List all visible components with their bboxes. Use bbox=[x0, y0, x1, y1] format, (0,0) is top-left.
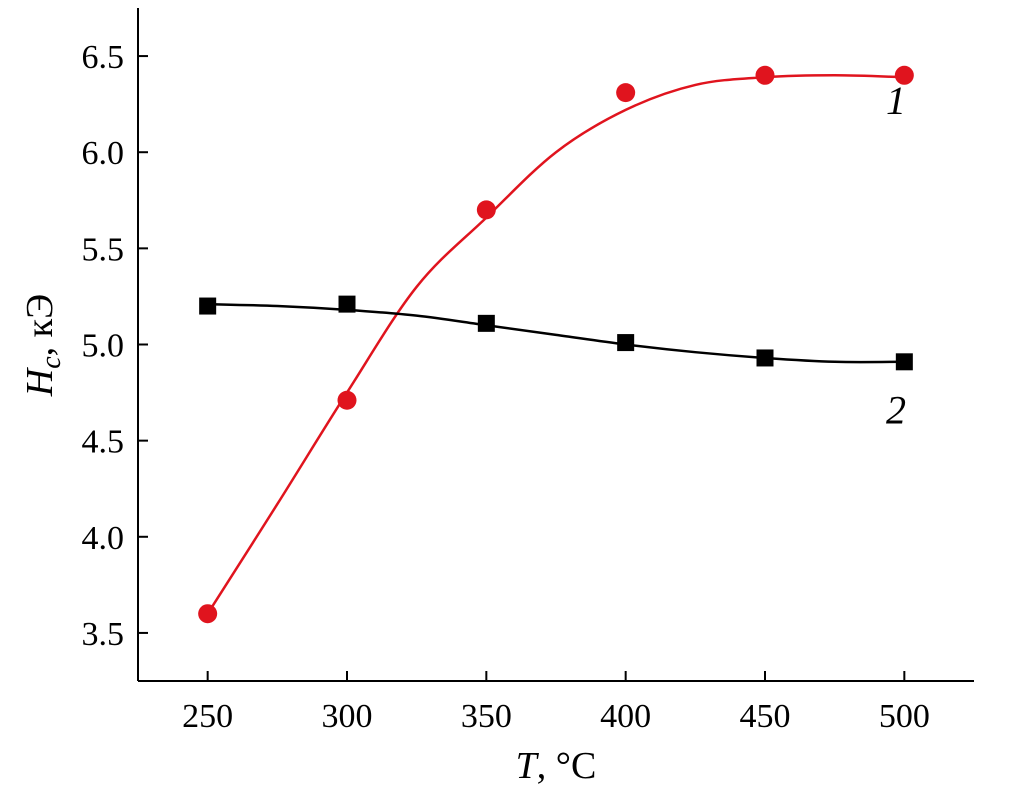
y-tick-label: 6.0 bbox=[82, 135, 125, 172]
series-1-point bbox=[894, 65, 914, 85]
series-1-label: 1 bbox=[886, 78, 906, 123]
series-2-point bbox=[756, 349, 774, 367]
tick-labels: 250 300 350 400 450 500 3.5 4.0 4.5 5.0 5.5 6.0 6.5 bbox=[82, 39, 930, 735]
series-1-point bbox=[337, 390, 357, 410]
series-2-label: 2 bbox=[886, 387, 906, 432]
series-2-point bbox=[199, 297, 217, 315]
y-axis-title-sub: c bbox=[36, 356, 67, 369]
series-1-point bbox=[755, 65, 775, 85]
series-1-point bbox=[476, 200, 496, 220]
series-labels: 12 bbox=[886, 78, 906, 433]
x-tick-label: 400 bbox=[600, 698, 651, 735]
x-axis-title-italic: T bbox=[516, 745, 540, 787]
y-tick-label: 5.5 bbox=[82, 231, 125, 268]
y-axis-title: Hc, кЭ bbox=[19, 294, 67, 397]
series-2-point bbox=[617, 334, 635, 352]
x-axis-title: T, °C bbox=[516, 745, 597, 787]
series-2-point bbox=[895, 353, 913, 371]
series-2-line bbox=[207, 302, 905, 364]
y-tick-label: 3.5 bbox=[82, 616, 125, 653]
x-tick-label: 350 bbox=[461, 698, 512, 735]
series-1-point bbox=[616, 83, 636, 103]
x-tick-label: 500 bbox=[879, 698, 930, 735]
y-tick-label: 5.0 bbox=[82, 328, 125, 365]
y-axis-title-italic: H bbox=[19, 366, 61, 397]
series-1-line bbox=[206, 74, 905, 615]
curves bbox=[206, 74, 905, 615]
markers bbox=[198, 65, 914, 624]
y-tick-label: 6.5 bbox=[82, 39, 125, 76]
y-axis-title-rest: , кЭ bbox=[19, 294, 61, 357]
x-tick-label: 450 bbox=[740, 698, 791, 735]
ticks bbox=[138, 55, 906, 681]
y-tick-label: 4.5 bbox=[82, 424, 125, 461]
y-tick-label: 4.0 bbox=[82, 520, 125, 557]
series-2-point bbox=[477, 314, 495, 332]
x-tick-label: 250 bbox=[182, 698, 233, 735]
series-1-point bbox=[198, 604, 218, 624]
x-axis-title-rest: , °C bbox=[537, 745, 597, 787]
series-2-point bbox=[338, 295, 356, 313]
x-tick-label: 300 bbox=[322, 698, 373, 735]
